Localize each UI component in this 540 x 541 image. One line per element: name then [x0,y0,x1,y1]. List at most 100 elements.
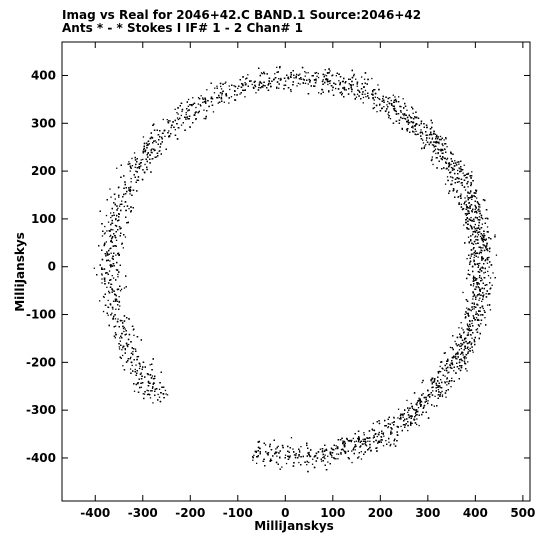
data-point [482,240,484,243]
data-point [366,437,368,439]
data-point [317,76,320,79]
data-point [475,255,477,257]
data-point [433,405,435,407]
data-point [112,258,114,260]
data-point [478,299,480,301]
data-point [139,162,142,164]
data-point [483,234,486,237]
data-point [115,231,117,233]
data-point [363,434,365,436]
data-point [467,309,469,311]
data-point [258,86,260,89]
data-point [319,448,321,450]
data-point [445,138,447,140]
data-point [109,286,112,288]
data-point [285,80,287,82]
data-point [193,102,196,104]
data-point [174,134,177,136]
data-point [464,197,466,199]
data-point [155,141,157,143]
data-point [217,97,219,99]
data-point [476,236,479,238]
data-point [443,143,446,145]
data-point [278,83,280,85]
data-point [431,133,433,136]
data-point [125,216,127,218]
data-point [442,368,444,370]
data-point [434,141,436,143]
data-point [360,451,362,453]
data-point [187,105,189,107]
data-point [467,351,469,353]
data-point [136,336,139,338]
data-point [135,364,137,366]
data-point [117,276,119,278]
data-point [250,80,252,82]
data-point [187,110,189,112]
data-point [274,453,276,455]
data-point [472,180,474,182]
data-point [287,455,289,457]
data-point [430,392,432,394]
data-point [406,418,408,420]
data-point [404,424,406,426]
data-point [440,379,442,381]
data-point [304,71,306,73]
data-point [129,166,132,169]
data-point [464,213,466,215]
data-point [143,397,145,400]
data-point [472,298,474,300]
data-point [106,286,108,288]
data-point [120,344,122,346]
data-point [471,342,473,344]
data-point [478,264,480,267]
data-point [322,79,324,81]
data-point [327,455,329,457]
data-point [129,193,131,195]
data-point [467,172,470,174]
data-point [129,165,132,167]
data-point [414,416,416,418]
data-point [320,460,323,462]
data-point [425,139,428,141]
data-point [473,254,476,256]
data-point [140,386,142,388]
data-point [446,360,449,362]
data-point [437,138,439,140]
data-point [482,282,484,284]
data-point [126,317,128,319]
data-point [144,376,146,378]
data-point [469,261,471,264]
data-point [450,367,452,369]
data-point [324,69,326,71]
data-point [353,452,355,455]
data-point [437,372,440,374]
data-point [466,195,468,197]
data-point [124,201,127,203]
data-point [360,88,363,90]
data-point [329,70,331,72]
data-point [141,368,143,370]
data-point [489,293,491,295]
data-point [219,92,222,94]
data-point [441,395,444,398]
data-point [115,299,117,301]
data-point [292,448,294,450]
data-point [464,339,466,341]
data-point [114,332,117,334]
data-point [135,181,137,183]
data-point [105,214,108,217]
data-point [416,402,418,404]
data-point [486,242,488,244]
data-point [257,450,259,452]
data-point [119,290,122,292]
data-point [118,296,120,298]
data-point [125,286,127,288]
data-point [142,361,145,363]
data-point [318,92,320,94]
data-point [400,106,402,108]
data-point [458,203,460,205]
data-point [229,88,231,91]
data-point [115,325,117,327]
data-point [195,118,197,121]
